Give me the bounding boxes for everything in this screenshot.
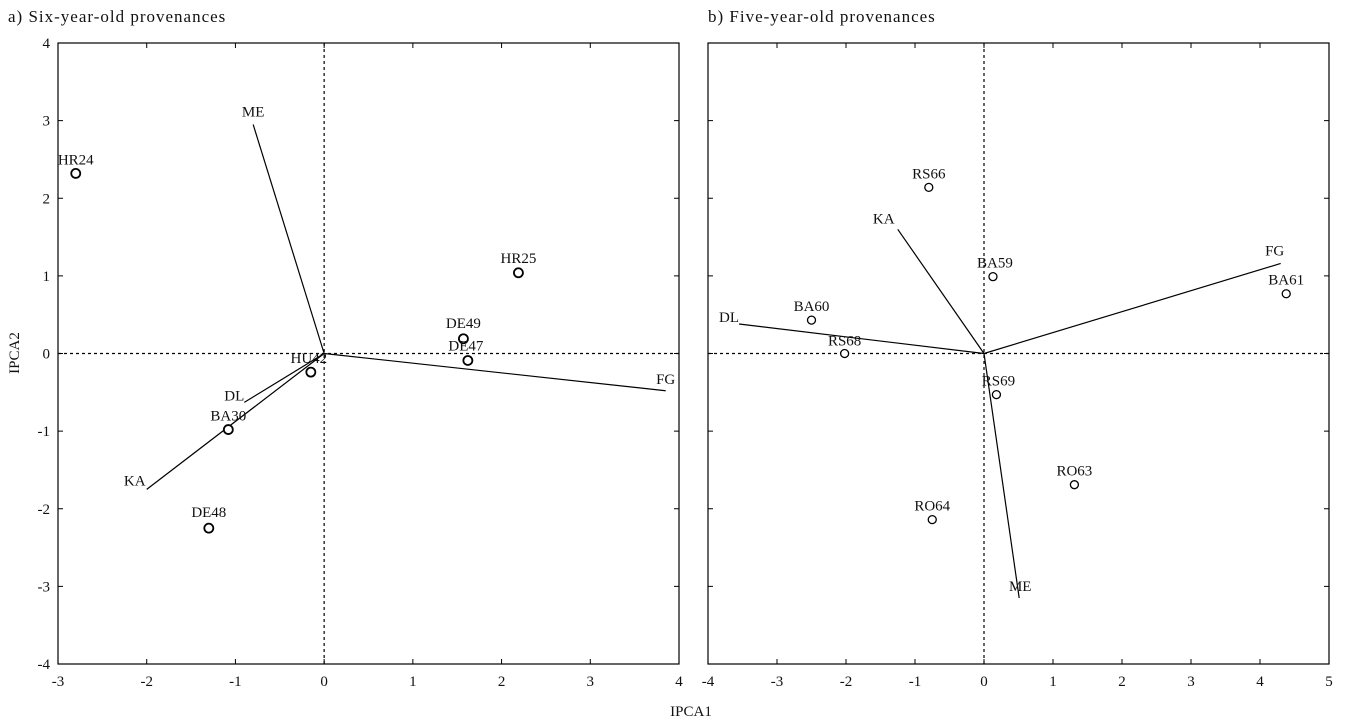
x-tick-label: 2: [1118, 674, 1126, 690]
point-label-de49: DE49: [446, 316, 481, 332]
y-tick-label: 2: [43, 191, 51, 207]
x-tick-label: -2: [140, 674, 153, 690]
point-hr25: [513, 267, 524, 279]
x-tick-label: 4: [675, 674, 683, 690]
point-label-hr25: HR25: [501, 251, 537, 267]
point-label-ro63: RO63: [1056, 464, 1092, 480]
point-de47: [462, 355, 474, 366]
x-tick-label: 2: [498, 674, 506, 690]
x-tick-label: -4: [702, 674, 715, 690]
point-label-de48: DE48: [191, 505, 226, 521]
point-label-ba61: BA61: [1268, 273, 1304, 289]
vector-label-ka: KA: [873, 211, 895, 227]
point-ro63: [1069, 480, 1080, 490]
vector-label-fg: FG: [656, 372, 675, 388]
point-label-ba30: BA30: [210, 409, 246, 425]
x-tick-label: 5: [1325, 674, 1333, 690]
point-ba30: [222, 424, 234, 435]
point-ro64: [927, 514, 937, 525]
point-label-ba60: BA60: [794, 299, 830, 315]
vector-label-ka: KA: [124, 473, 146, 489]
y-tick-label: -2: [38, 502, 51, 518]
x-tick-label: 4: [1256, 674, 1264, 690]
point-rs68: [839, 348, 850, 359]
point-label-rs66: RS66: [912, 166, 946, 182]
vector-label-me: ME: [242, 105, 265, 121]
point-de49: [458, 333, 469, 345]
x-tick-label: -2: [840, 674, 853, 690]
point-hr24: [70, 168, 82, 179]
vector-label-me: ME: [1009, 579, 1032, 595]
vector-me: [983, 353, 1020, 599]
y-tick-label: -4: [38, 657, 51, 673]
vector-dl: [738, 323, 985, 355]
x-tick-label: 1: [1049, 674, 1057, 690]
panel-a: a) Six-year-old provenances -3 -2 -1 0 1 2 3 4 -4…: [8, 7, 683, 690]
panel-title: a) Six-year-old provenances: [8, 7, 226, 26]
x-axis-title: IPCA1: [670, 704, 712, 720]
y-tick-label: 4: [43, 36, 51, 52]
x-tick-label: -1: [909, 674, 922, 690]
x-tick-label: 0: [320, 674, 328, 690]
vector-label-dl: DL: [719, 310, 739, 326]
vector-label-fg: FG: [1265, 243, 1284, 259]
point-ba60: [806, 315, 817, 325]
y-axis-title: IPCA2: [7, 332, 23, 374]
point-ba59: [988, 272, 998, 282]
panel-title: b) Five-year-old provenances: [708, 7, 936, 26]
vector-me: [252, 124, 325, 354]
y-tick-label: 1: [43, 269, 51, 285]
y-tick-label: -1: [38, 424, 51, 440]
x-tick-label: 1: [409, 674, 417, 690]
point-label-ba59: BA59: [977, 256, 1013, 272]
y-tick-label: 0: [43, 347, 51, 363]
vector-dl: [243, 352, 325, 403]
panel-b: b) Five-year-old provenances -4 -3 -2 -1 0 1 2 3…: [702, 7, 1333, 690]
x-tick-label: 3: [587, 674, 595, 690]
vector-ka: [146, 353, 325, 490]
y-tick-label: 3: [43, 114, 51, 130]
point-label-hr24: HR24: [58, 152, 94, 168]
point-label-rs68: RS68: [828, 334, 861, 350]
x-tick-label: 3: [1187, 674, 1195, 690]
point-hu42: [305, 366, 317, 378]
x-tick-label: -3: [771, 674, 784, 690]
vector-fg: [983, 262, 1281, 355]
vector-fg: [324, 352, 666, 392]
x-tick-label: 0: [980, 674, 988, 690]
point-label-rs69: RS69: [982, 374, 1015, 390]
vector-ka: [897, 228, 985, 354]
point-rs66: [924, 182, 934, 193]
point-rs69: [991, 389, 1002, 400]
y-tick-label: -3: [38, 579, 51, 595]
plot-frame: [707, 42, 1330, 665]
point-label-de47: DE47: [448, 338, 483, 354]
point-de48: [203, 522, 215, 534]
vector-label-dl: DL: [224, 388, 244, 404]
x-tick-label: -1: [229, 674, 242, 690]
point-label-hu42: HU42: [290, 351, 327, 367]
point-ba61: [1281, 289, 1291, 299]
x-tick-label: -3: [52, 674, 65, 690]
plot-frame: [57, 42, 680, 665]
point-label-ro64: RO64: [914, 499, 950, 515]
